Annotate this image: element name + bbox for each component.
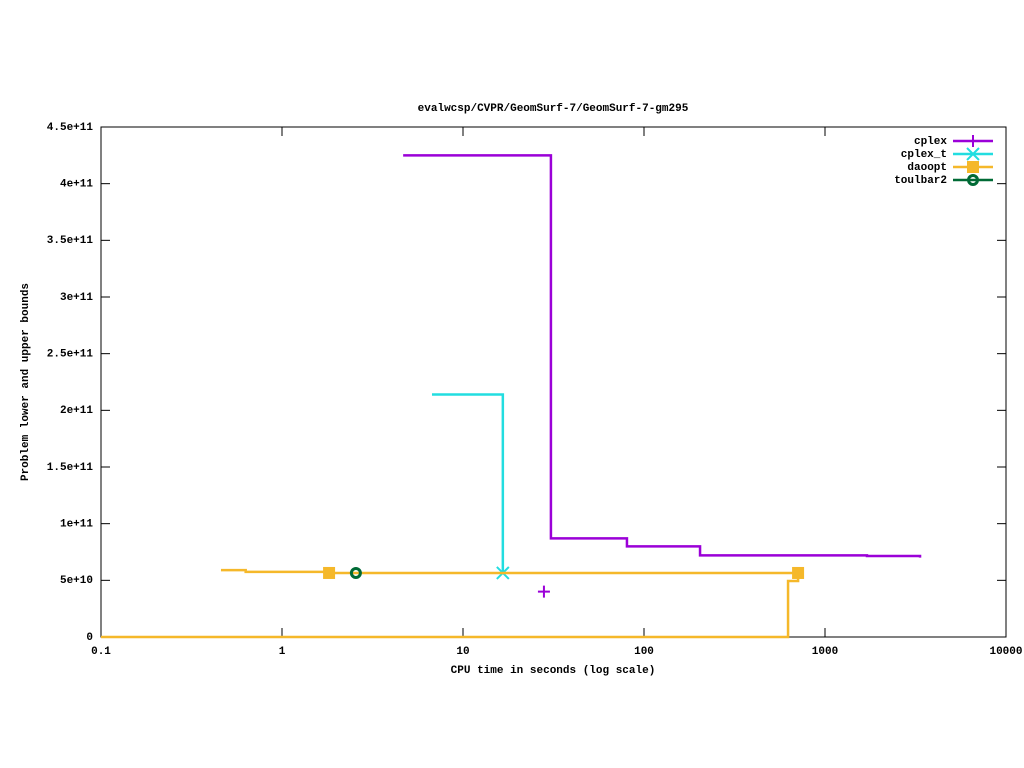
legend-marker bbox=[967, 161, 979, 173]
y-tick-label: 1e+11 bbox=[60, 519, 93, 531]
x-tick-label: 1 bbox=[279, 646, 286, 658]
marker bbox=[323, 566, 336, 579]
y-tick-label: 0 bbox=[86, 632, 93, 644]
marker bbox=[792, 566, 805, 579]
y-tick-label: 5e+10 bbox=[60, 575, 93, 587]
y-tick-label: 1.5e+11 bbox=[47, 462, 94, 474]
x-tick-label: 10000 bbox=[989, 646, 1022, 658]
y-tick-label: 2.5e+11 bbox=[47, 349, 94, 361]
legend-label: cplex bbox=[914, 136, 947, 148]
chart-title: evalwcsp/CVPR/GeomSurf-7/GeomSurf-7-gm29… bbox=[418, 103, 689, 115]
y-axis-label: Problem lower and upper bounds bbox=[20, 283, 32, 481]
x-tick-label: 1000 bbox=[812, 646, 838, 658]
y-tick-label: 4e+11 bbox=[60, 179, 93, 191]
legend-marker bbox=[967, 135, 979, 147]
x-tick-label: 10 bbox=[456, 646, 469, 658]
legend-marker bbox=[966, 147, 980, 161]
x-tick-label: 0.1 bbox=[91, 646, 111, 658]
marker bbox=[537, 585, 550, 598]
y-tick-label: 3.5e+11 bbox=[47, 235, 94, 247]
y-tick-label: 4.5e+11 bbox=[47, 122, 94, 134]
legend-label: cplex_t bbox=[901, 149, 947, 161]
y-tick-label: 2e+11 bbox=[60, 405, 93, 417]
series-line bbox=[403, 154, 922, 558]
marker bbox=[349, 566, 362, 579]
legend-label: toulbar2 bbox=[894, 175, 947, 187]
x-axis-label: CPU time in seconds (log scale) bbox=[451, 665, 656, 677]
series-line bbox=[431, 393, 505, 573]
x-tick-label: 100 bbox=[634, 646, 654, 658]
y-tick-label: 3e+11 bbox=[60, 292, 93, 304]
legend-marker bbox=[967, 174, 979, 186]
legend-label: daoopt bbox=[907, 162, 947, 174]
